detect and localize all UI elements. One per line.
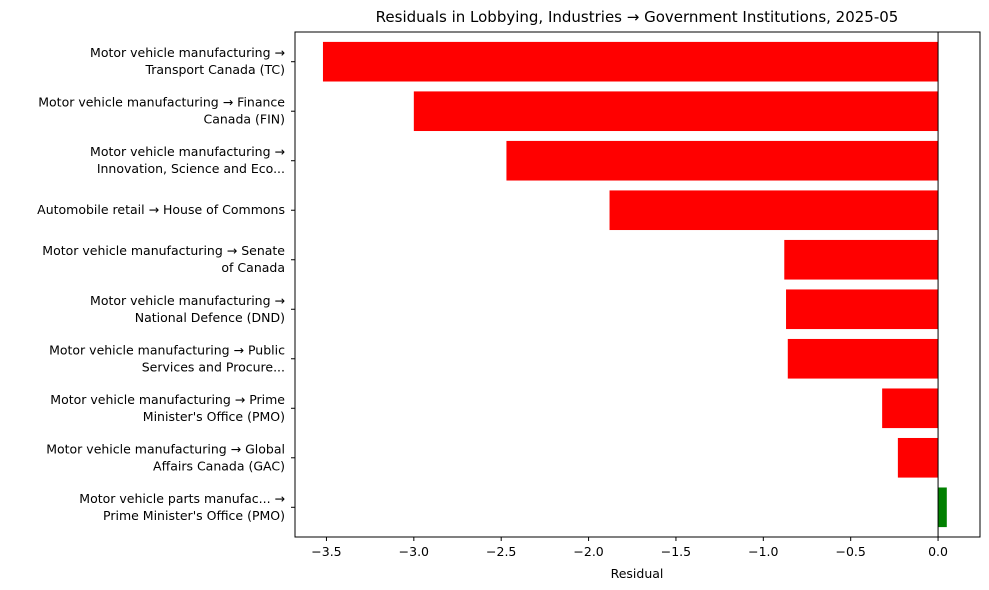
y-tick-label-8: Motor vehicle manufacturing → Prime Minis… — [50, 392, 285, 424]
bar-9 — [897, 437, 939, 478]
bar-10 — [938, 487, 947, 528]
y-tick-label-4: Automobile retail → House of Commons — [37, 202, 285, 217]
x-tick-label-4: −2.0 — [573, 544, 603, 559]
plot-area-frame — [294, 31, 981, 538]
bar-4 — [609, 190, 939, 231]
y-tick-label-5: Motor vehicle manufacturing → Senate of C… — [42, 243, 285, 275]
bar-6 — [786, 289, 939, 330]
x-tick-label-5: −1.5 — [661, 544, 691, 559]
x-axis-label: Residual — [611, 566, 664, 581]
x-tick-label-3: −2.5 — [486, 544, 516, 559]
chart-title: Residuals in Lobbying, Industries → Gove… — [376, 8, 899, 26]
y-tick-label-9: Motor vehicle manufacturing → Global Affa… — [46, 441, 285, 473]
y-tick-label-1: Motor vehicle manufacturing → Transport C… — [90, 45, 285, 77]
y-tick-label-6: Motor vehicle manufacturing → National De… — [90, 293, 285, 325]
bars-group — [322, 41, 947, 528]
x-tick-label-2: −3.0 — [399, 544, 429, 559]
x-ticks: −3.5 −3.0 −2.5 −2.0 −1.5 −1.0 −0.5 0.0 — [311, 537, 948, 559]
x-tick-label-8: 0.0 — [928, 544, 948, 559]
x-tick-label-1: −3.5 — [311, 544, 341, 559]
bar-1 — [322, 41, 939, 82]
bar-8 — [882, 388, 939, 429]
y-tick-labels: Motor vehicle manufacturing → Transport C… — [37, 45, 295, 523]
bar-3 — [506, 140, 939, 181]
bar-2 — [413, 91, 939, 132]
y-tick-label-7: Motor vehicle manufacturing → Public Serv… — [49, 342, 285, 374]
bar-5 — [784, 239, 939, 280]
x-tick-label-6: −1.0 — [748, 544, 778, 559]
y-tick-label-3: Motor vehicle manufacturing → Innovation,… — [90, 144, 285, 176]
y-tick-label-2: Motor vehicle manufacturing → Finance Can… — [38, 95, 285, 127]
bar-7 — [787, 338, 939, 379]
y-tick-label-10: Motor vehicle parts manufac... → Prime Mi… — [79, 491, 285, 523]
x-tick-label-7: −0.5 — [836, 544, 866, 559]
